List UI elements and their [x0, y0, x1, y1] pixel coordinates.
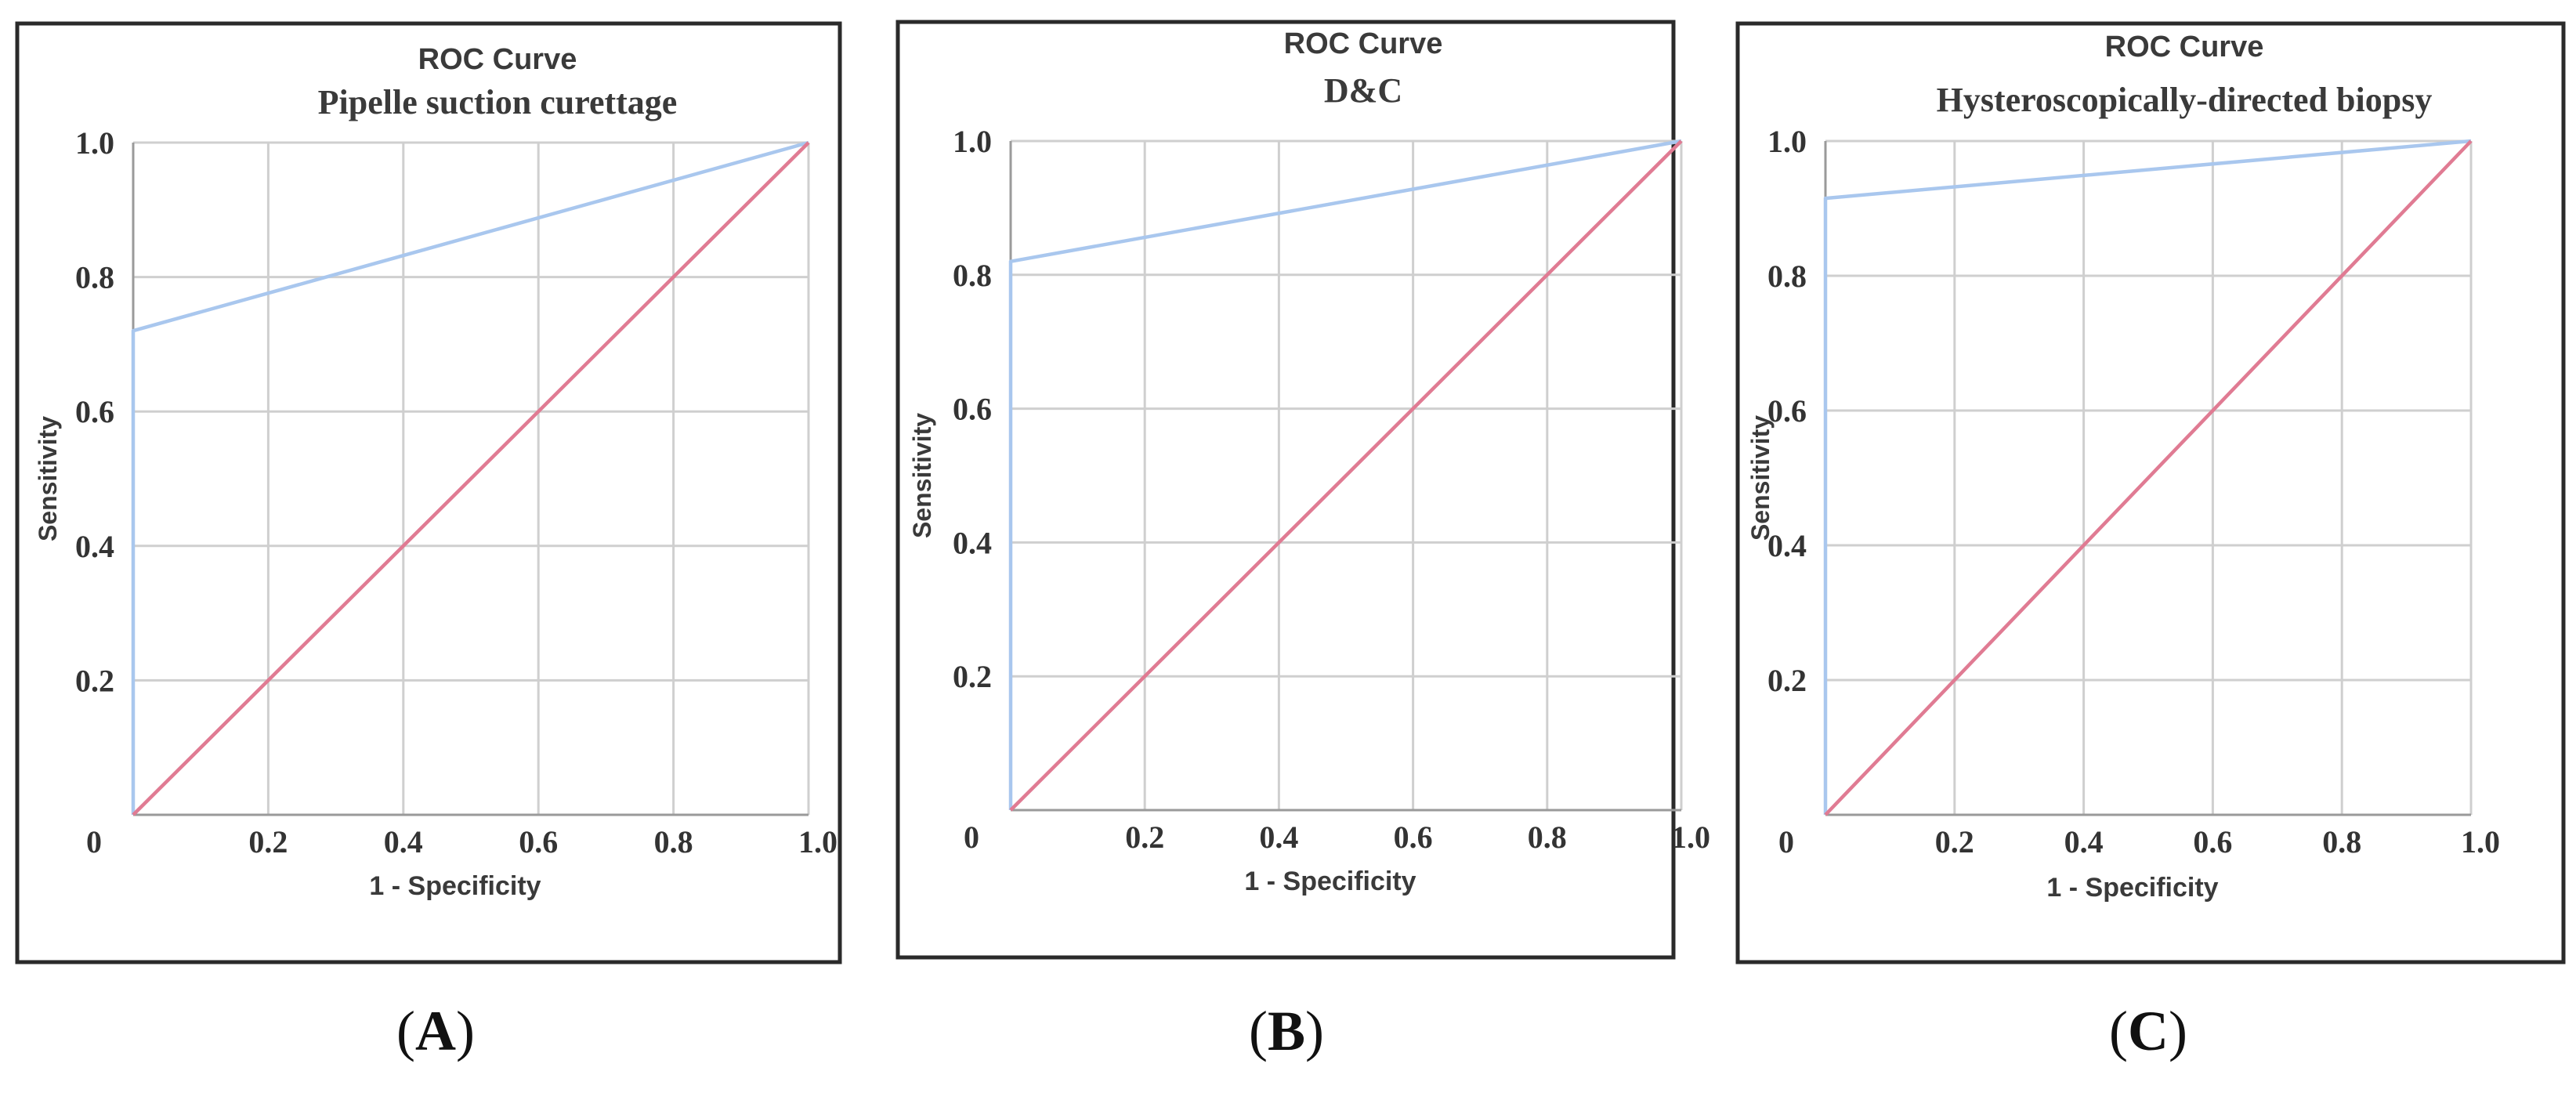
y-tick-label: 0.2 [75, 663, 114, 698]
reference-line [1009, 139, 1683, 812]
x-tick-label: 0.4 [1259, 820, 1298, 855]
x-tick-label: 0.4 [2064, 824, 2104, 859]
x-axis-label: 1 - Specificity [2046, 873, 2218, 903]
x-tick-label: 0 [964, 820, 979, 855]
y-tick-label: 0.6 [953, 392, 992, 427]
x-tick-label: 0.8 [2322, 824, 2361, 859]
y-tick-label: 0.8 [1767, 259, 1807, 294]
chart-subtitle: D&C [1324, 71, 1402, 110]
grid [1011, 139, 1683, 810]
y-axis-label: Sensitivity [1746, 415, 1775, 541]
reference-line [132, 141, 810, 816]
chart-title: ROC Curve [1284, 27, 1443, 60]
x-axis-label: 1 - Specificity [1244, 867, 1416, 896]
y-tick-label: 1.0 [953, 124, 992, 159]
panel-label: (B) [1249, 1000, 1324, 1062]
x-tick-label: 0.2 [1125, 820, 1164, 855]
chart-subtitle: Pipelle suction curettage [318, 83, 678, 121]
roc-curve-line [131, 140, 809, 815]
x-tick-label: 0 [86, 824, 102, 859]
x-tick-label: 0.6 [1394, 820, 1433, 855]
y-tick-label: 0.2 [1767, 663, 1807, 698]
roc-curve-line [1008, 139, 1682, 810]
panel-label: (C) [2109, 1000, 2187, 1062]
x-tick-label: 0.6 [519, 824, 558, 859]
panel-frame [1735, 21, 2566, 964]
grid [1825, 139, 2473, 815]
chart-title: ROC Curve [2105, 31, 2264, 63]
y-axis-label: Sensitivity [34, 416, 62, 541]
roc-panel-b: 0 0.2 0.4 0.6 0.8 1.0 0.2 0.4 0.6 0.8 1.0 ROC Curve… [895, 20, 1710, 960]
y-tick-label: 0.4 [1767, 528, 1807, 563]
x-tick-label: 0.4 [384, 824, 423, 859]
x-tick-label: 0.2 [1935, 824, 1974, 859]
x-tick-label: 1.0 [1671, 820, 1710, 855]
panel-frame [895, 20, 1676, 960]
chart-subtitle: Hysteroscopically-directed biopsy [1937, 81, 2433, 119]
y-tick-label: 0.2 [953, 659, 992, 694]
y-tick-label: 1.0 [1767, 124, 1807, 159]
x-axis-label: 1 - Specificity [369, 871, 541, 901]
y-tick-label: 0.4 [75, 529, 114, 564]
y-tick-label: 0.6 [1767, 393, 1807, 429]
reference-line [1824, 139, 2473, 816]
y-tick-label: 0.8 [953, 258, 992, 293]
y-tick-label: 1.0 [75, 125, 114, 161]
y-tick-label: 0.6 [75, 394, 114, 429]
chart-title: ROC Curve [418, 43, 577, 76]
x-tick-label: 0 [1778, 824, 1794, 859]
x-tick-label: 0.2 [248, 824, 288, 859]
x-tick-label: 1.0 [2461, 824, 2500, 859]
x-tick-label: 0.6 [2193, 824, 2232, 859]
x-tick-label: 0.8 [1528, 820, 1567, 855]
panel-frame [15, 21, 842, 964]
y-tick-label: 0.4 [953, 525, 992, 560]
x-tick-label: 1.0 [798, 824, 838, 859]
panel-label: (A) [396, 1000, 475, 1062]
roc-panel-c: 0 0.2 0.4 0.6 0.8 1.0 0.2 0.4 0.6 0.8 1.0 ROC Curve… [1735, 21, 2566, 964]
roc-curve-line [1823, 139, 2472, 815]
y-tick-label: 0.8 [75, 260, 114, 295]
y-axis-label: Sensitivity [908, 413, 936, 538]
x-tick-label: 0.8 [654, 824, 693, 859]
roc-panel-a: 0 0.2 0.4 0.6 0.8 1.0 0.2 0.4 0.6 0.8 1.0 ROC Curve… [15, 21, 842, 964]
